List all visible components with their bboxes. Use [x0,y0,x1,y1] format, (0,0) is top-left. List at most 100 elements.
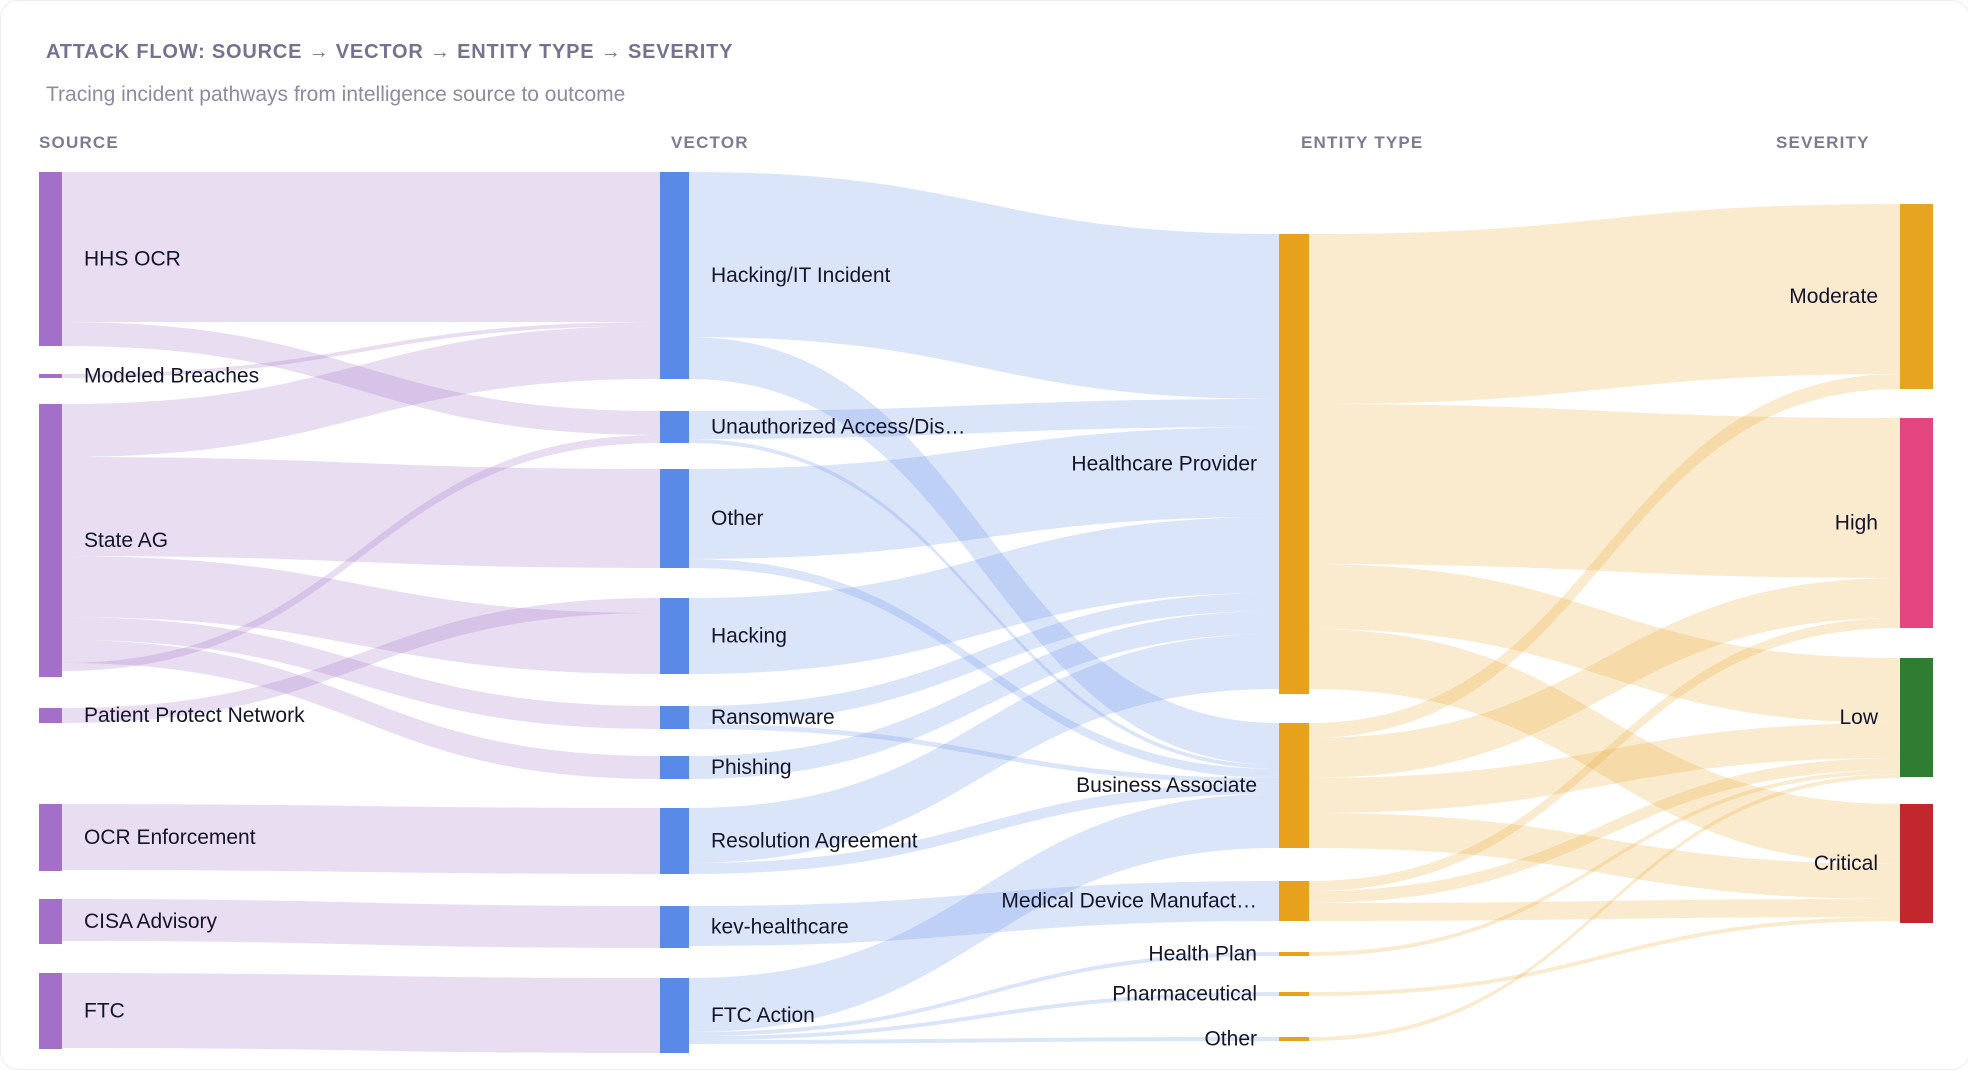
flow-business-associate-to-moderate[interactable] [1309,374,1900,738]
flow-other-vector-to-healthcare-provider[interactable] [689,427,1279,559]
node-state-ag[interactable] [39,404,62,677]
node-label-hacking-it: Hacking/IT Incident [711,264,891,287]
node-label-ftc-action: FTC Action [711,1004,815,1027]
node-label-hacking: Hacking [711,625,787,648]
flow-ftc-action-to-health-plan[interactable] [689,952,1279,1036]
node-high[interactable] [1900,418,1933,628]
node-low[interactable] [1900,658,1933,777]
node-pharmaceutical[interactable] [1279,992,1309,996]
flow-resolution-to-business-associate[interactable] [689,783,1279,874]
column-header-entity-type: ENTITY TYPE [1301,133,1424,152]
flow-phishing-to-healthcare-provider[interactable] [689,611,1279,779]
column-header-source: SOURCE [39,133,119,152]
node-patient-protect[interactable] [39,708,62,723]
node-kev[interactable] [660,906,689,948]
flow-medical-device-to-low[interactable] [1309,758,1900,903]
flow-medical-device-to-critical[interactable] [1309,899,1900,921]
node-other-entity[interactable] [1279,1037,1309,1041]
flow-hhs-ocr-to-hacking-it[interactable] [62,172,660,322]
flow-resolution-to-healthcare-provider[interactable] [689,634,1279,863]
flow-hacking-it-to-business-associate[interactable] [689,337,1279,765]
flow-medical-device-to-high[interactable] [1309,618,1900,891]
node-label-ocr-enforcement: OCR Enforcement [84,826,256,849]
node-ftc[interactable] [39,973,62,1049]
flow-unauthorized-to-business-associate[interactable] [689,439,1279,769]
node-label-unauthorized: Unauthorized Access/Dis… [711,416,965,439]
flow-state-ag-to-other-vector[interactable] [62,457,660,568]
flow-health-plan-to-low[interactable] [1309,770,1900,956]
node-label-patient-protect: Patient Protect Network [84,704,305,727]
node-label-moderate: Moderate [1789,285,1878,308]
node-cisa-advisory[interactable] [39,899,62,944]
node-medical-device[interactable] [1279,881,1309,921]
node-moderate[interactable] [1900,204,1933,389]
flow-patient-protect-to-hacking[interactable] [62,598,660,723]
column-header-severity: SEVERITY [1776,133,1870,152]
page-title: ATTACK FLOW: SOURCE → VECTOR → ENTITY TY… [46,41,734,63]
node-hacking-it[interactable] [660,172,689,379]
flow-state-ag-to-ransomware[interactable] [62,617,660,729]
flow-ransomware-to-healthcare-provider[interactable] [689,593,1279,724]
node-label-state-ag: State AG [84,529,168,552]
flow-cisa-advisory-to-kev[interactable] [62,899,660,948]
node-unauthorized[interactable] [660,411,689,443]
flow-healthcare-provider-to-high[interactable] [1309,404,1900,578]
flow-state-ag-to-hacking[interactable] [62,556,660,674]
node-health-plan[interactable] [1279,952,1309,956]
node-label-low: Low [1839,706,1878,729]
node-label-kev: kev-healthcare [711,916,849,939]
node-label-pharmaceutical: Pharmaceutical [1112,983,1257,1006]
node-label-ransomware: Ransomware [711,706,835,729]
flow-ftc-action-to-other-entity[interactable] [689,1037,1279,1044]
node-label-modeled-breaches: Modeled Breaches [84,365,259,388]
node-business-associate[interactable] [1279,723,1309,848]
flow-state-ag-to-phishing[interactable] [62,640,660,779]
flow-pharmaceutical-to-critical[interactable] [1309,917,1900,996]
node-label-ftc: FTC [84,1000,125,1023]
flow-healthcare-provider-to-critical[interactable] [1309,629,1900,864]
flow-kev-to-medical-device[interactable] [689,881,1279,946]
node-phishing[interactable] [660,756,689,779]
node-resolution[interactable] [660,808,689,874]
node-label-business-associate: Business Associate [1076,774,1257,797]
node-label-cisa-advisory: CISA Advisory [84,910,218,933]
flow-state-ag-to-hacking-it[interactable] [62,326,660,457]
node-hhs-ocr[interactable] [39,172,62,346]
flow-ftc-action-to-business-associate[interactable] [689,794,1279,1032]
flow-business-associate-to-high[interactable] [1309,578,1900,778]
flow-hacking-it-to-healthcare-provider[interactable] [689,172,1279,399]
node-label-phishing: Phishing [711,756,792,779]
node-label-hhs-ocr: HHS OCR [84,248,181,271]
node-label-healthcare-provider: Healthcare Provider [1071,453,1257,476]
node-healthcare-provider[interactable] [1279,234,1309,694]
flow-business-associate-to-critical[interactable] [1309,813,1900,899]
flow-hhs-ocr-to-unauthorized[interactable] [62,322,660,435]
flow-ftc-action-to-pharmaceutical[interactable] [689,992,1279,1040]
node-label-other-vector: Other [711,507,764,530]
node-label-medical-device: Medical Device Manufact… [1001,890,1257,913]
node-other-vector[interactable] [660,469,689,568]
node-label-resolution: Resolution Agreement [711,830,918,853]
flow-ransomware-to-business-associate[interactable] [689,724,1279,783]
flow-modeled-breaches-to-hacking-it[interactable] [62,322,660,378]
node-label-health-plan: Health Plan [1148,943,1257,966]
node-label-critical: Critical [1814,852,1878,875]
node-critical[interactable] [1900,804,1933,923]
node-ransomware[interactable] [660,706,689,729]
node-ftc-action[interactable] [660,978,689,1053]
flow-hacking-to-healthcare-provider[interactable] [689,517,1279,674]
flow-ocr-enforcement-to-resolution[interactable] [62,804,660,874]
flow-other-vector-to-business-associate[interactable] [689,559,1279,778]
flow-business-associate-to-low[interactable] [1309,723,1900,813]
node-hacking[interactable] [660,598,689,674]
node-label-other-entity: Other [1204,1028,1257,1051]
flow-other-entity-to-low[interactable] [1309,774,1900,1041]
flow-state-ag-to-unauthorized[interactable] [62,435,660,671]
node-modeled-breaches[interactable] [39,374,62,378]
flow-healthcare-provider-to-low[interactable] [1309,564,1900,723]
flow-ftc-to-ftc-action[interactable] [62,973,660,1053]
node-ocr-enforcement[interactable] [39,804,62,871]
flow-unauthorized-to-healthcare-provider[interactable] [689,399,1279,439]
flow-healthcare-provider-to-moderate[interactable] [1309,204,1900,404]
